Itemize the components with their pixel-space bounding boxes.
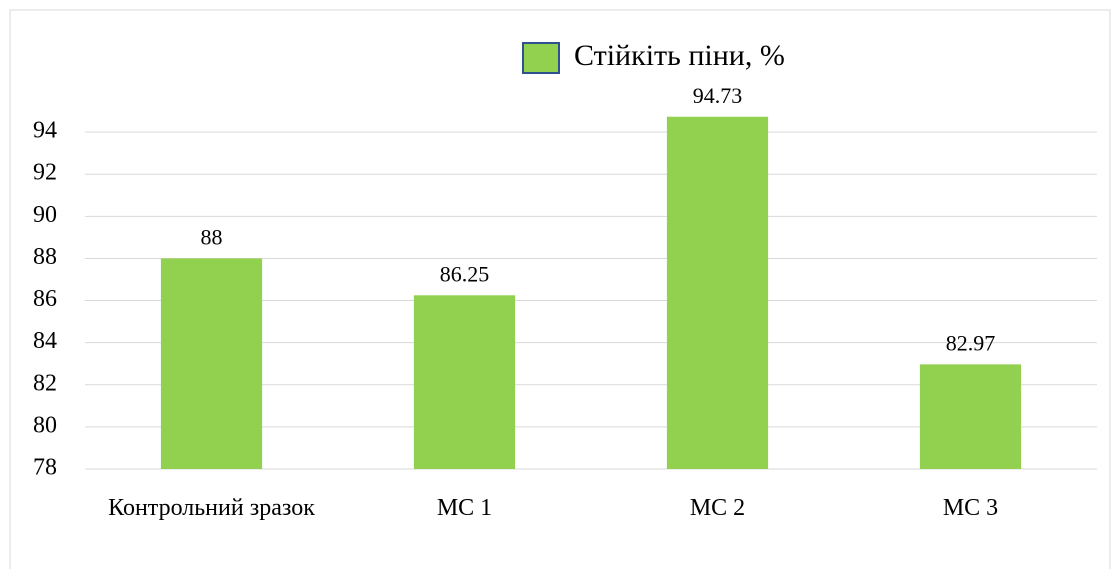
y-tick-label: 92 <box>33 160 57 186</box>
legend-label: Стійкіть піни, % <box>574 39 785 72</box>
data-label: 86.25 <box>440 261 490 286</box>
bar <box>919 364 1022 469</box>
x-tick-label: МС 3 <box>942 495 999 521</box>
data-label: 94.73 <box>693 83 743 108</box>
legend-swatch <box>522 42 560 74</box>
x-tick-label: МС 2 <box>689 495 746 521</box>
y-tick-label: 82 <box>33 370 57 396</box>
y-tick-label: 86 <box>33 286 57 312</box>
bar <box>666 116 769 470</box>
y-tick-label: 94 <box>33 118 57 144</box>
bar <box>413 295 516 469</box>
y-tick-label: 78 <box>33 455 57 481</box>
x-tick-label: МС 1 <box>436 495 493 521</box>
y-tick-label: 80 <box>33 412 57 438</box>
chart-border <box>9 9 1111 569</box>
y-tick-label: 88 <box>33 244 57 270</box>
x-tick-label: Контрольний зразок <box>108 495 315 521</box>
data-label: 88 <box>201 224 223 249</box>
y-tick-label: 90 <box>33 202 57 228</box>
data-label: 82.97 <box>946 330 996 355</box>
bar <box>160 258 263 469</box>
y-tick-label: 84 <box>33 328 57 354</box>
